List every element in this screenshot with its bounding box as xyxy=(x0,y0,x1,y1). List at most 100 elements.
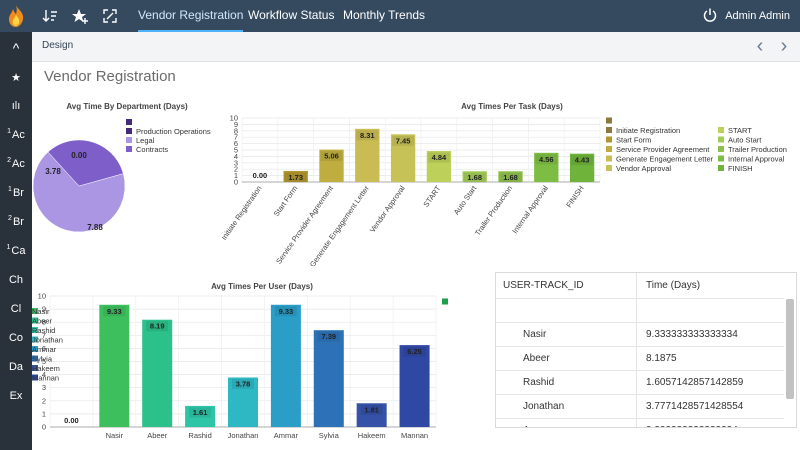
chevron-right-icon[interactable]: › xyxy=(780,35,788,57)
bar-data-label: 0.00 xyxy=(64,416,79,425)
bar[interactable] xyxy=(498,171,523,182)
legend-swatch xyxy=(32,317,38,324)
table-row[interactable]: Rashid 1.6057142857142859 xyxy=(496,371,784,395)
sort-icon[interactable] xyxy=(40,6,60,26)
bar[interactable] xyxy=(426,151,452,182)
rail-item-7[interactable]: Cl xyxy=(0,295,32,323)
breadcrumb[interactable]: Design xyxy=(42,40,74,51)
chevron-left-icon[interactable]: ‹ xyxy=(756,35,764,57)
x-tick-label: Trailer Production xyxy=(473,184,514,237)
data-label-bg xyxy=(403,346,426,357)
data-label-bg xyxy=(571,155,594,166)
legend-label: Contracts xyxy=(136,145,168,154)
y-tick-label: 6 xyxy=(42,344,46,353)
rail-item-label: Co xyxy=(8,332,24,344)
x-tick-label: Sylvia xyxy=(319,431,340,440)
data-label-bg xyxy=(356,130,379,141)
y-tick-label: 8 xyxy=(42,318,46,327)
rail-item-index: 2 xyxy=(8,214,12,222)
bar[interactable] xyxy=(534,152,559,182)
bar-data-label: 6.25 xyxy=(407,347,422,356)
bar[interactable] xyxy=(142,319,173,427)
x-tick-label: Internal Approval xyxy=(510,184,550,236)
rail-item-8[interactable]: Co xyxy=(0,324,32,352)
rail-item-index: 1 xyxy=(8,185,12,193)
rail-item-6[interactable]: Ch xyxy=(0,266,32,294)
power-icon[interactable] xyxy=(703,8,717,25)
data-label-bg xyxy=(274,306,297,317)
bar[interactable] xyxy=(283,170,308,182)
legend-label: Generate Engagement Letter xyxy=(616,155,714,164)
table-row[interactable]: Jonathan 3.7771428571428554 xyxy=(496,395,784,419)
bar[interactable] xyxy=(462,171,487,182)
cell-time: 8.1875 xyxy=(646,353,677,364)
data-label-bg xyxy=(360,404,383,415)
tab-workflow-status[interactable]: Workflow Status xyxy=(248,8,335,22)
flame-logo-icon[interactable] xyxy=(0,0,32,32)
rail-item-index: 1 xyxy=(7,127,12,135)
bar[interactable] xyxy=(356,403,387,427)
legend-label: Legal xyxy=(136,136,155,145)
legend-label: FINISH xyxy=(728,164,753,173)
bar-chart-icon[interactable]: ılı xyxy=(0,92,32,120)
rail-item-2[interactable]: 2 Ac xyxy=(0,150,32,178)
rail-item-4[interactable]: 2 Br xyxy=(0,208,32,236)
y-tick-label: 10 xyxy=(230,114,238,123)
x-tick-label: Generate Engagement Letter xyxy=(308,184,371,266)
bar[interactable] xyxy=(313,330,344,427)
column-divider xyxy=(636,273,637,298)
pie-slice[interactable] xyxy=(47,139,124,187)
data-label-bg xyxy=(146,321,169,332)
bar[interactable] xyxy=(319,149,344,182)
table-row[interactable]: Nasir 9.333333333333334 xyxy=(496,323,784,347)
bar[interactable] xyxy=(99,304,130,427)
bar-data-label: 1.73 xyxy=(288,173,303,182)
data-label-bg xyxy=(463,172,486,183)
bar-data-label: 1.81 xyxy=(364,405,379,414)
column-header-time-days[interactable]: Time (Days) xyxy=(646,280,701,291)
y-tick-label: 4 xyxy=(234,152,238,161)
rail-item-9[interactable]: Da xyxy=(0,353,32,381)
y-tick-label: 1 xyxy=(234,171,238,180)
y-tick-label: 5 xyxy=(42,357,46,366)
user-menu[interactable]: Admin Admin xyxy=(703,0,790,32)
chart-title: Avg Times Per Task (Days) xyxy=(461,102,563,111)
collapse-chevron-up-icon[interactable]: ^ xyxy=(0,34,32,62)
tab-vendor-registration[interactable]: Vendor Registration xyxy=(138,0,244,32)
y-tick-label: 7 xyxy=(42,331,46,340)
pie-slice[interactable] xyxy=(32,151,126,233)
table-row[interactable]: Ammar 9.333333333333334 xyxy=(496,419,784,427)
data-label-bg xyxy=(189,407,212,418)
y-tick-label: 0 xyxy=(234,178,238,187)
bar-data-label: 8.19 xyxy=(150,322,165,331)
legend-label: Vendor Approval xyxy=(616,164,671,173)
table-row[interactable]: Abeer 8.1875 xyxy=(496,347,784,371)
bar[interactable] xyxy=(270,304,301,427)
rail-item-10[interactable]: Ex xyxy=(0,382,32,410)
table-row[interactable] xyxy=(496,299,784,323)
bar[interactable] xyxy=(569,153,595,182)
fullscreen-icon[interactable] xyxy=(100,6,120,26)
tab-monthly-trends[interactable]: Monthly Trends xyxy=(343,8,426,22)
table-scrollbar[interactable] xyxy=(786,299,794,399)
bar[interactable] xyxy=(355,128,380,182)
rail-item-label: ılı xyxy=(11,100,21,112)
cell-user: Jonathan xyxy=(523,401,565,412)
column-header-user-track-id[interactable]: USER-TRACK_ID xyxy=(503,280,584,291)
bar[interactable] xyxy=(227,377,259,427)
y-tick-label: 9 xyxy=(234,120,238,129)
rail-item-3[interactable]: 1 Br xyxy=(0,179,32,207)
y-tick-label: 7 xyxy=(234,133,238,142)
bar[interactable] xyxy=(399,345,430,427)
rail-item-label: Br xyxy=(12,187,24,199)
favorite-icon[interactable]: ★ xyxy=(0,63,32,91)
data-label-bg xyxy=(232,378,254,389)
rail-item-5[interactable]: 1 Ca xyxy=(0,237,32,265)
bar[interactable] xyxy=(390,134,416,182)
data-label-bg xyxy=(427,152,450,163)
rail-item-1[interactable]: 1 Ac xyxy=(0,121,32,149)
favorite-icon[interactable] xyxy=(70,6,90,26)
bar[interactable] xyxy=(185,405,216,427)
y-tick-label: 1 xyxy=(42,409,46,418)
